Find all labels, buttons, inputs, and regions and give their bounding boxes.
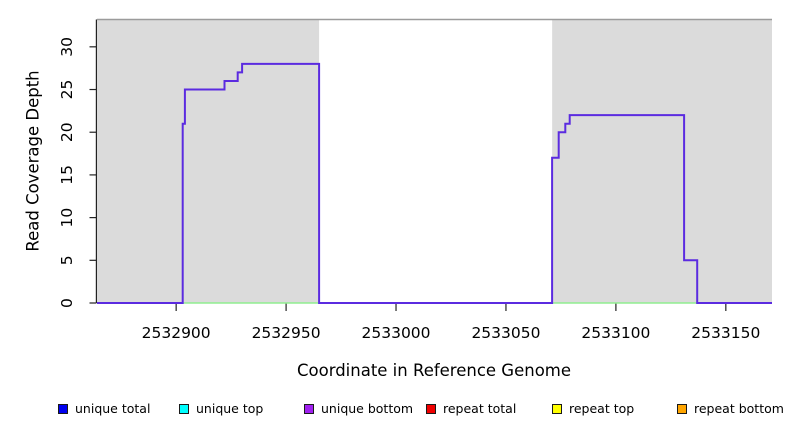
legend-swatch-repeat-total: [426, 404, 436, 414]
legend-label-repeat-bottom: repeat bottom: [694, 401, 784, 416]
legend-swatch-unique-total: [58, 404, 68, 414]
masked-region: [552, 19, 772, 303]
legend-swatch-unique-top: [179, 404, 189, 414]
y-tick-label: 25: [58, 80, 76, 100]
y-tick-label: 15: [58, 165, 76, 185]
y-tick-label: 5: [58, 255, 76, 265]
x-tick-label: 2533050: [471, 324, 540, 342]
legend-label-repeat-top: repeat top: [569, 401, 635, 416]
y-axis-title: Read Coverage Depth: [23, 70, 43, 252]
legend-label-unique-top: unique top: [196, 401, 264, 416]
y-tick-label: 0: [58, 298, 76, 308]
y-tick-label: 20: [58, 122, 76, 142]
legend-swatch-unique-bottom: [304, 404, 314, 414]
x-tick-label: 2533150: [691, 324, 760, 342]
y-tick-label: 10: [58, 208, 76, 228]
x-tick-label: 2533000: [362, 324, 431, 342]
x-tick-label: 2532900: [142, 324, 211, 342]
x-axis-title: Coordinate in Reference Genome: [296, 361, 572, 380]
legend-swatch-repeat-top: [552, 404, 562, 414]
x-tick-label: 2532950: [252, 324, 321, 342]
x-tick-label: 2533100: [581, 324, 650, 342]
legend-label-repeat-total: repeat total: [443, 401, 517, 416]
legend-label-unique-total: unique total: [75, 401, 151, 416]
legend-swatch-repeat-bottom: [677, 404, 687, 414]
unique-coverage-line: [97, 62, 772, 304]
legend-label-unique-bottom: unique bottom: [321, 401, 414, 416]
masked-region: [97, 19, 320, 303]
y-tick-label: 30: [58, 37, 76, 57]
